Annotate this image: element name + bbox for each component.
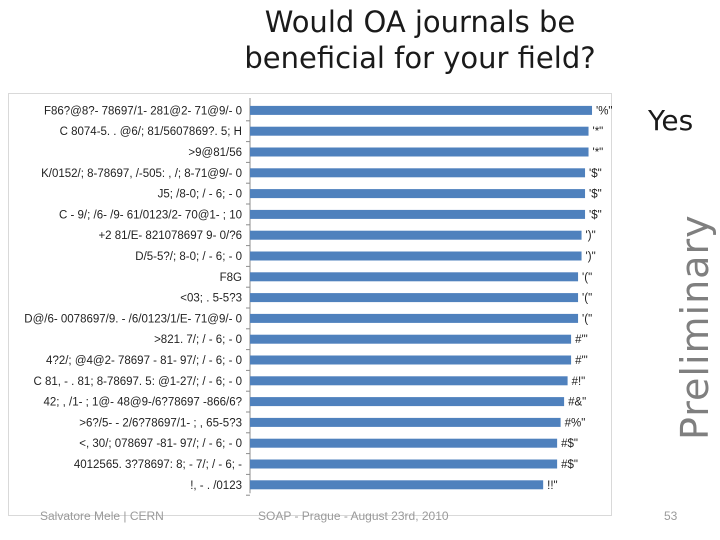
data-label: '$" bbox=[589, 168, 602, 180]
bar bbox=[250, 313, 579, 323]
bar-chart: F86?@8?- 78697/1- 281@2- 71@9/- 0 '%" C 80… bbox=[24, 98, 613, 496]
data-label: ')" bbox=[586, 230, 596, 242]
category-label: 4?2/; @4@2- 78697 - 81- 97/; / - 6; - 0 bbox=[46, 355, 242, 367]
bar bbox=[250, 209, 586, 219]
bar bbox=[250, 147, 589, 157]
category-label: 42; , /1- ; 1@- 48@9-/6?78697 -866/6? bbox=[43, 397, 242, 409]
category-label: C - 9/; /6- /9- 61/0123/2- 70@1- ; 10 bbox=[59, 209, 242, 221]
data-label: #'" bbox=[575, 334, 588, 346]
yes-label: Yes bbox=[648, 104, 694, 137]
category-label: <, 30/; 078697 -81- 97/; / - 6; - 0 bbox=[79, 438, 242, 450]
data-label: '*" bbox=[593, 147, 604, 159]
category-label: F86?@8?- 78697/1- 281@2- 71@9/- 0 bbox=[44, 105, 242, 117]
category-label: D/5-5?/; 8-0; / - 6; - 0 bbox=[135, 251, 242, 263]
bar bbox=[250, 417, 561, 427]
bar bbox=[250, 126, 589, 136]
data-label: #$" bbox=[561, 438, 578, 450]
bar bbox=[250, 397, 565, 407]
category-label: +2 81/E- 821078697 9- 0/?6 bbox=[98, 230, 242, 242]
bar bbox=[250, 251, 582, 261]
category-label: C 81, - . 81; 8-78697. 5: @1-27/; / - 6;… bbox=[33, 376, 242, 388]
category-label: C 8074-5. . @6/; 81/5607869?. 5; H bbox=[60, 126, 242, 138]
data-label: #'" bbox=[575, 355, 588, 367]
chart-frame: F86?@8?- 78697/1- 281@2- 71@9/- 0 '%" C 80… bbox=[8, 93, 613, 516]
data-label: '$" bbox=[589, 189, 602, 201]
bar bbox=[250, 168, 586, 178]
category-label: >9@81/56 bbox=[188, 147, 242, 159]
page-number: 53 bbox=[664, 509, 678, 523]
data-label: #%" bbox=[565, 417, 586, 429]
bar bbox=[250, 376, 568, 386]
category-label: D@/6- 0078697/9. - /6/0123/1/E- 71@9/- 0 bbox=[24, 313, 242, 325]
data-label: '(" bbox=[582, 293, 592, 305]
bar bbox=[250, 230, 582, 240]
category-label: K/0152/; 8-78697, /-505: , /; 8-71@9/- 0 bbox=[41, 168, 242, 180]
bar bbox=[250, 189, 586, 199]
category-label: >821. 7/; / - 6; - 0 bbox=[154, 334, 242, 346]
bar bbox=[250, 438, 558, 448]
data-label: '(" bbox=[582, 313, 592, 325]
preliminary-watermark: Preliminary bbox=[673, 214, 717, 440]
data-label: '(" bbox=[582, 272, 592, 284]
data-label: '$" bbox=[589, 209, 602, 221]
data-label: #&" bbox=[568, 397, 586, 409]
bar bbox=[250, 105, 593, 115]
bar bbox=[250, 480, 544, 490]
data-label: ')" bbox=[586, 251, 596, 263]
category-label: 4012565. 3?78697: 8; - 7/; / - 6; - bbox=[74, 459, 242, 471]
data-label: '*" bbox=[593, 126, 604, 138]
category-label: J5; /8-0; / - 6; - 0 bbox=[158, 189, 242, 201]
bar bbox=[250, 334, 572, 344]
footer-event: SOAP - Prague - August 23rd, 2010 bbox=[258, 509, 449, 523]
bar bbox=[250, 272, 579, 282]
bar bbox=[250, 293, 579, 303]
category-label: >6?/5- - 2/6?78697/1- ; , 65-5?3 bbox=[79, 417, 242, 429]
data-label: #!" bbox=[572, 376, 586, 388]
category-label: !, - . /0123 bbox=[190, 480, 242, 492]
bar bbox=[250, 355, 572, 365]
bar bbox=[250, 459, 558, 469]
category-label: F8G bbox=[220, 272, 242, 284]
footer-author: Salvatore Mele | CERN bbox=[40, 509, 164, 523]
data-label: !!" bbox=[547, 480, 557, 492]
data-label: #$" bbox=[561, 459, 578, 471]
slide-title: Would OA journals be beneficial for your… bbox=[244, 5, 596, 75]
category-label: <03; . 5-5?3 bbox=[180, 293, 242, 305]
data-label: '%" bbox=[596, 105, 613, 117]
